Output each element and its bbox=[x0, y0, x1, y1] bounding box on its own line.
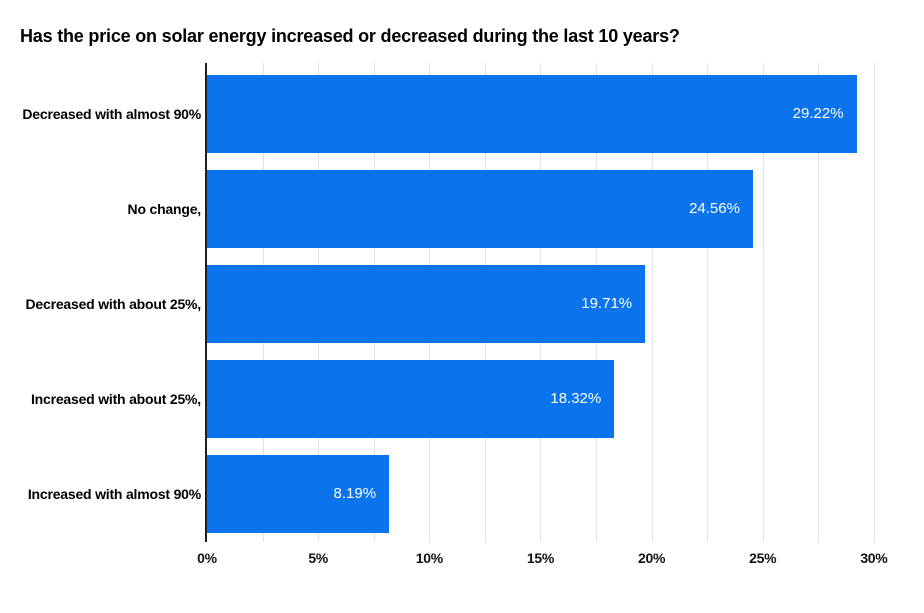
bar-value-label: 29.22% bbox=[792, 105, 844, 122]
bar[interactable]: 19.71% bbox=[207, 265, 646, 343]
x-axis-tick-label: 15% bbox=[526, 550, 554, 566]
category-label: Decreased with almost 90% bbox=[22, 106, 201, 122]
x-axis-tick-label: 10% bbox=[415, 550, 443, 566]
bar[interactable]: 29.22% bbox=[207, 75, 857, 153]
bar-value-label: 18.32% bbox=[550, 390, 602, 407]
x-axis-tick-label: 20% bbox=[638, 550, 666, 566]
gridline bbox=[818, 63, 820, 542]
bar-value-label: 24.56% bbox=[689, 200, 740, 217]
x-axis-tick-label: 0% bbox=[197, 550, 217, 566]
bar[interactable]: 24.56% bbox=[207, 170, 753, 248]
gridline bbox=[651, 63, 653, 542]
bar[interactable]: 8.19% bbox=[207, 455, 390, 533]
gridline bbox=[873, 63, 875, 542]
bar[interactable]: 18.32% bbox=[207, 360, 615, 438]
plot-area: 29.22% 24.56% 19.71% 18.32% 8.19% bbox=[205, 63, 905, 542]
bar-value-label: 8.19% bbox=[333, 485, 377, 502]
x-axis-tick-label: 30% bbox=[860, 550, 888, 566]
category-label: Decreased with about 25%, bbox=[25, 296, 201, 312]
gridline bbox=[762, 63, 764, 542]
category-label: Increased with almost 90% bbox=[27, 486, 201, 502]
bar-value-label: 19.71% bbox=[581, 295, 633, 312]
chart-title: Has the price on solar energy increased … bbox=[20, 26, 680, 47]
category-label: Increased with about 25%, bbox=[30, 391, 201, 407]
x-axis-tick-label: 5% bbox=[308, 550, 328, 566]
y-axis-line bbox=[205, 63, 207, 542]
x-axis-tick-label: 25% bbox=[749, 550, 777, 566]
gridline bbox=[707, 63, 709, 542]
x-axis: 0% 5% 10% 15% 20% 25% 30% bbox=[0, 550, 924, 574]
category-axis: Decreased with almost 90% No change, Decre… bbox=[0, 63, 203, 542]
category-label: No change, bbox=[127, 201, 202, 217]
